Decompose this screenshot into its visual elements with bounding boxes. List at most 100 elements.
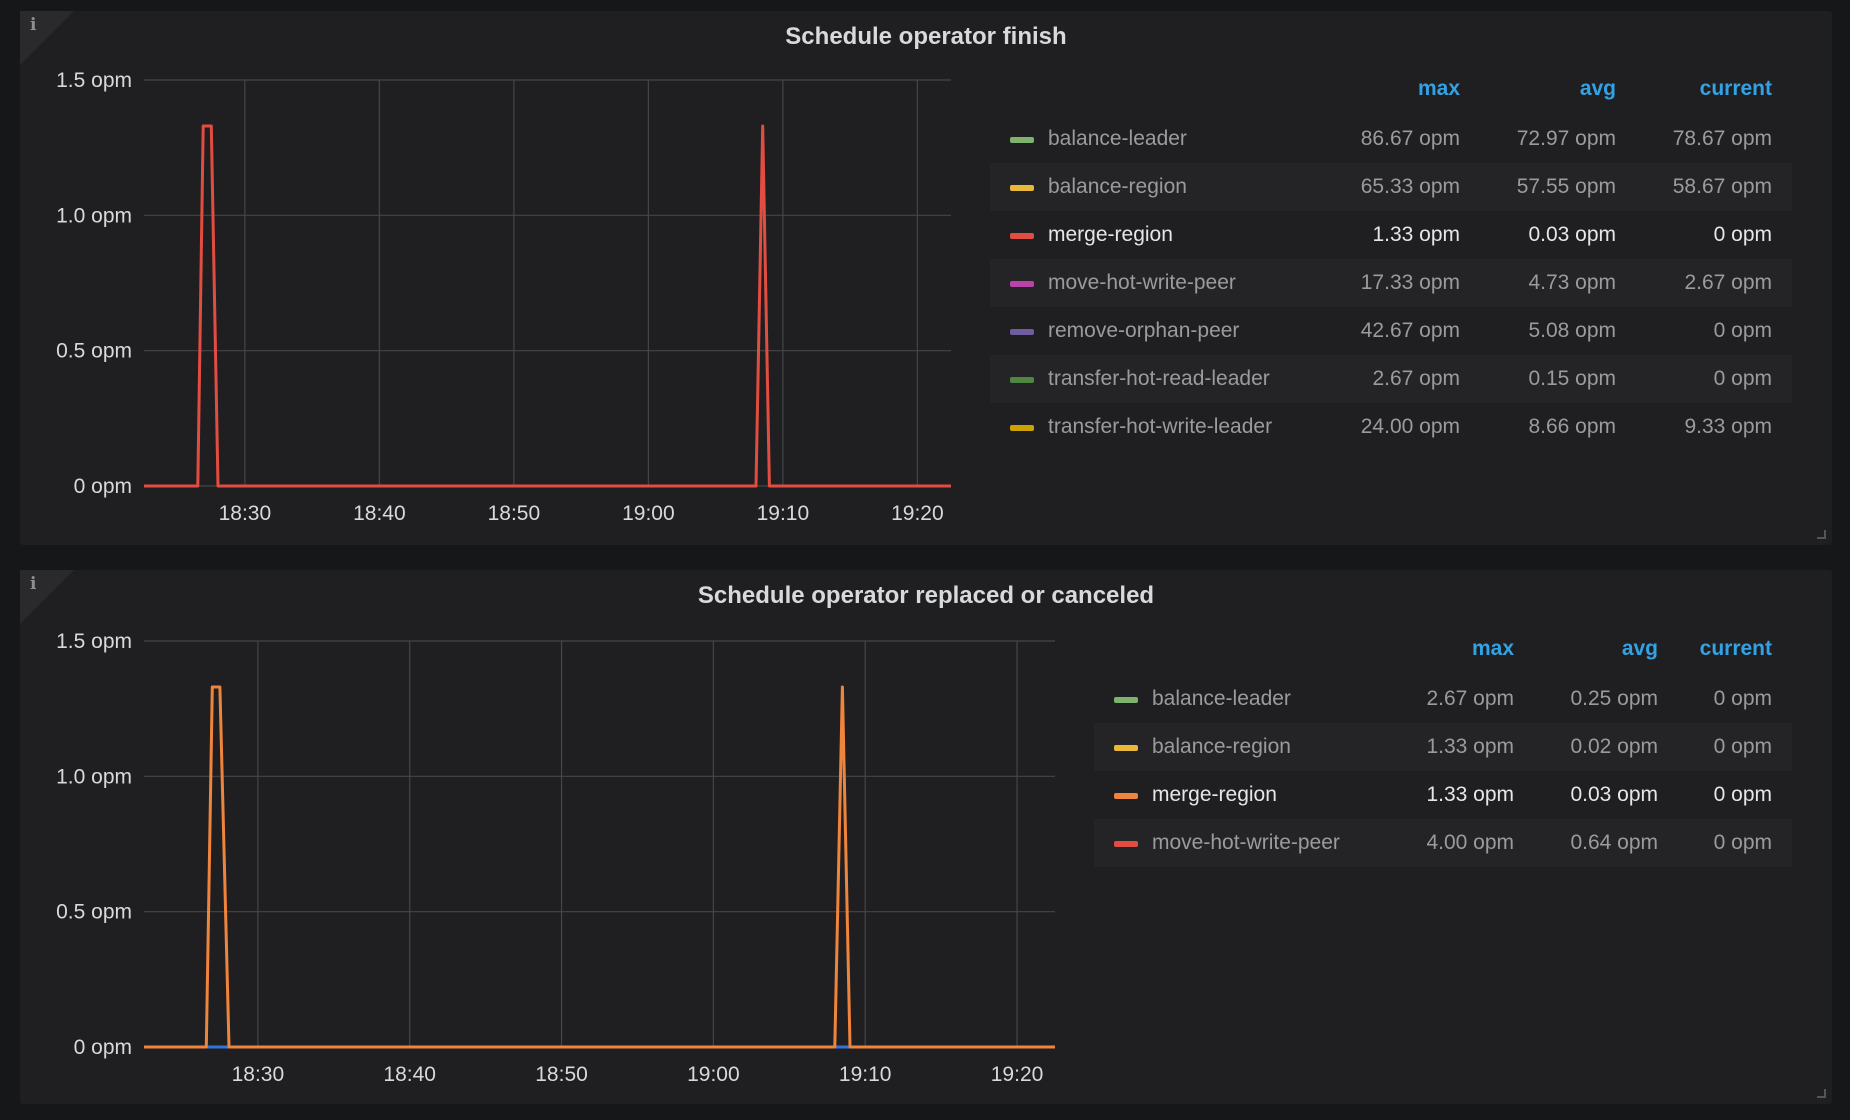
series-color-swatch[interactable] [1114, 841, 1138, 847]
x-tick-label: 18:50 [488, 502, 541, 525]
legend-value-max: 1.33 opm [1426, 783, 1514, 806]
legend-value-current: 0 opm [1713, 831, 1772, 854]
legend-value-current: 9.33 opm [1684, 415, 1772, 438]
panel-info-corner[interactable] [20, 570, 74, 624]
legend-header-max[interactable]: max [1471, 637, 1514, 660]
legend-row-merge-region[interactable]: merge-region 1.33 opm 0.03 opm 0 opm [990, 211, 1792, 259]
legend-row-balance-region[interactable]: balance-region 1.33 opm 0.02 opm 0 opm [1094, 723, 1792, 771]
panel-schedule-operator-finish: i Schedule operator finish 0 opm 0.5 opm 1… [20, 11, 1832, 545]
legend-series-name[interactable]: transfer-hot-read-leader [1048, 367, 1270, 390]
legend-value-max: 42.67 opm [1360, 319, 1460, 342]
legend-value-current: 58.67 opm [1672, 175, 1772, 198]
y-tick-label: 0.5 opm [56, 901, 132, 924]
legend-series-name[interactable]: balance-leader [1152, 687, 1291, 710]
legend-value-current: 0 opm [1713, 319, 1772, 342]
legend-series-name[interactable]: merge-region [1152, 783, 1277, 806]
legend-value-current: 0 opm [1713, 687, 1772, 710]
y-tick-label: 1.5 opm [56, 630, 132, 653]
legend-series-name[interactable]: balance-region [1048, 175, 1187, 198]
series-color-swatch[interactable] [1010, 185, 1034, 191]
legend-row-merge-region[interactable]: merge-region 1.33 opm 0.03 opm 0 opm [1094, 771, 1792, 819]
legend-value-current: 0 opm [1713, 735, 1772, 758]
legend-row-transfer-hot-read-leader[interactable]: transfer-hot-read-leader 2.67 opm 0.15 opm… [990, 355, 1792, 403]
panel-title[interactable]: Schedule operator finish [785, 23, 1067, 50]
legend-series-name[interactable]: move-hot-write-peer [1048, 271, 1236, 294]
legend-header: max avg current [1094, 627, 1792, 675]
legend-row-balance-leader[interactable]: balance-leader 2.67 opm 0.25 opm 0 opm [1094, 675, 1792, 723]
y-tick-label: 0.5 opm [56, 340, 132, 363]
legend-row-transfer-hot-write-leader[interactable]: transfer-hot-write-leader 24.00 opm 8.66 o… [990, 403, 1792, 451]
series-line-merge-region[interactable] [144, 124, 951, 488]
legend-value-max: 86.67 opm [1360, 127, 1460, 150]
legend-row-balance-region[interactable]: balance-region 65.33 opm 57.55 opm 58.67 op… [990, 163, 1792, 211]
legend-table: max avg current balance-leader 2.67 opm 0.25 … [1094, 627, 1792, 867]
resize-handle[interactable] [1817, 530, 1826, 539]
legend-value-current: 0 opm [1713, 783, 1772, 806]
legend-value-avg: 8.66 opm [1528, 415, 1616, 438]
x-tick-label: 19:10 [757, 502, 810, 525]
series-color-swatch[interactable] [1114, 793, 1138, 799]
legend-series-name[interactable]: move-hot-write-peer [1152, 831, 1340, 854]
y-tick-label: 0 opm [74, 1036, 132, 1059]
y-tick-label: 1.0 opm [56, 204, 132, 227]
series-color-swatch[interactable] [1010, 233, 1034, 239]
legend-row-remove-orphan-peer[interactable]: remove-orphan-peer 42.67 opm 5.08 opm 0 opm [990, 307, 1792, 355]
legend-value-avg: 5.08 opm [1528, 319, 1616, 342]
x-tick-label: 19:20 [991, 1063, 1044, 1086]
series-color-swatch[interactable] [1010, 137, 1034, 143]
legend-header-avg[interactable]: avg [1621, 637, 1658, 660]
panel-schedule-operator-replaced-or-canceled: i Schedule operator replaced or canceled… [20, 570, 1832, 1104]
info-icon[interactable]: i [30, 574, 37, 594]
legend-series-name[interactable]: transfer-hot-write-leader [1048, 415, 1273, 438]
legend-value-current: 78.67 opm [1672, 127, 1772, 150]
legend-value-max: 1.33 opm [1426, 735, 1514, 758]
legend-header: max avg current [990, 67, 1792, 115]
series-line-merge-region[interactable] [144, 685, 1055, 1049]
line-chart[interactable]: 0 opm 0.5 opm 1.0 opm 1.5 opm 18:30 18:40 18:5… [20, 570, 1832, 1104]
legend-series-name[interactable]: remove-orphan-peer [1048, 319, 1240, 342]
legend-value-current: 0 opm [1713, 223, 1772, 246]
legend-header-avg[interactable]: avg [1579, 77, 1616, 100]
legend-value-avg: 0.03 opm [1528, 223, 1616, 246]
legend-value-avg: 0.25 opm [1570, 687, 1658, 710]
series-color-swatch[interactable] [1010, 329, 1034, 335]
legend-value-avg: 0.64 opm [1570, 831, 1658, 854]
line-chart[interactable]: 0 opm 0.5 opm 1.0 opm 1.5 opm 18:30 18:40 18:5… [20, 11, 1832, 545]
series-color-swatch[interactable] [1114, 745, 1138, 751]
legend-series-name[interactable]: balance-leader [1048, 127, 1187, 150]
legend-header-current[interactable]: current [1699, 77, 1772, 100]
legend-value-max: 17.33 opm [1360, 271, 1460, 294]
legend-row-move-hot-write-peer[interactable]: move-hot-write-peer 4.00 opm 0.64 opm 0 opm [1094, 819, 1792, 867]
x-tick-label: 19:10 [839, 1063, 892, 1086]
legend-value-avg: 4.73 opm [1528, 271, 1616, 294]
series-color-swatch[interactable] [1010, 281, 1034, 287]
legend-value-max: 2.67 opm [1372, 367, 1460, 390]
legend-header-max[interactable]: max [1417, 77, 1460, 100]
series-color-swatch[interactable] [1114, 697, 1138, 703]
legend-value-max: 1.33 opm [1372, 223, 1460, 246]
x-tick-label: 19:20 [891, 502, 944, 525]
legend-series-name[interactable]: merge-region [1048, 223, 1173, 246]
legend-rows: balance-leader 86.67 opm 72.97 opm 78.67 op… [990, 115, 1792, 451]
series-color-swatch[interactable] [1010, 377, 1034, 383]
panel-title[interactable]: Schedule operator replaced or canceled [697, 582, 1155, 609]
info-icon[interactable]: i [30, 15, 37, 35]
legend-value-avg: 0.02 opm [1570, 735, 1658, 758]
legend-row-move-hot-write-peer[interactable]: move-hot-write-peer 17.33 opm 4.73 opm 2.67… [990, 259, 1792, 307]
x-tick-label: 19:00 [622, 502, 675, 525]
x-tick-label: 18:30 [232, 1063, 285, 1086]
legend-row-balance-leader[interactable]: balance-leader 86.67 opm 72.97 opm 78.67 op… [990, 115, 1792, 163]
legend-series-name[interactable]: balance-region [1152, 735, 1291, 758]
resize-handle[interactable] [1817, 1089, 1826, 1098]
x-tick-label: 19:00 [687, 1063, 740, 1086]
legend-table: max avg current balance-leader 86.67 opm 72.9… [990, 67, 1792, 451]
legend-value-max: 4.00 opm [1426, 831, 1514, 854]
x-tick-label: 18:40 [383, 1063, 436, 1086]
legend-header-current[interactable]: current [1699, 637, 1772, 660]
legend-value-current: 0 opm [1713, 367, 1772, 390]
panel-info-corner[interactable] [20, 11, 74, 65]
series-color-swatch[interactable] [1010, 425, 1034, 431]
legend-value-avg: 72.97 opm [1516, 127, 1616, 150]
legend-value-max: 2.67 opm [1426, 687, 1514, 710]
y-tick-label: 0 opm [74, 475, 132, 498]
